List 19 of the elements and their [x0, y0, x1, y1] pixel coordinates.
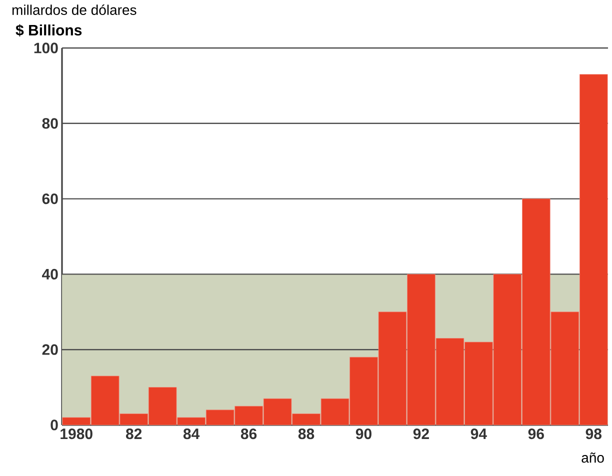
y-tick-label: 20: [42, 344, 58, 355]
chart-title: millardos de dólares: [12, 4, 136, 15]
x-tick-label: 94: [470, 428, 487, 440]
x-tick-label: 96: [528, 428, 544, 440]
x-tick-label: 86: [240, 428, 257, 440]
x-axis-title: año: [582, 452, 604, 463]
x-tick-label: 98: [586, 428, 602, 440]
y-tick-label: 80: [42, 118, 58, 129]
x-tick-label: 88: [298, 428, 314, 440]
x-tick-label: 90: [356, 428, 372, 440]
y-tick-label: 40: [42, 268, 58, 280]
y-tick-label: 100: [34, 42, 58, 54]
y-tick-label: 60: [42, 193, 58, 204]
y-tick-label: 0: [50, 420, 58, 430]
x-tick-label: 84: [183, 428, 200, 440]
x-tick-label: 1980: [60, 428, 92, 440]
y-axis-title: $ Billions: [16, 24, 82, 36]
x-tick-label: 92: [413, 428, 429, 440]
x-tick-label: 82: [126, 428, 142, 440]
